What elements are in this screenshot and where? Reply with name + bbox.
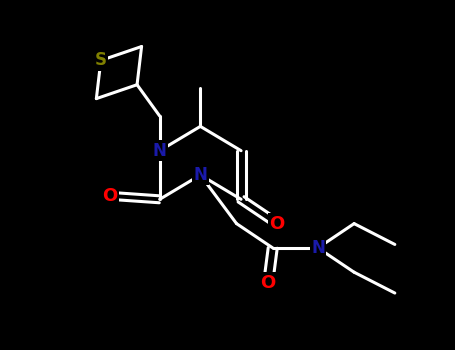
Text: N: N: [193, 166, 207, 184]
Text: S: S: [95, 51, 107, 69]
Text: N: N: [153, 142, 167, 160]
Text: O: O: [270, 215, 285, 233]
Text: O: O: [261, 274, 276, 292]
Text: O: O: [102, 187, 117, 205]
Text: N: N: [311, 239, 325, 257]
